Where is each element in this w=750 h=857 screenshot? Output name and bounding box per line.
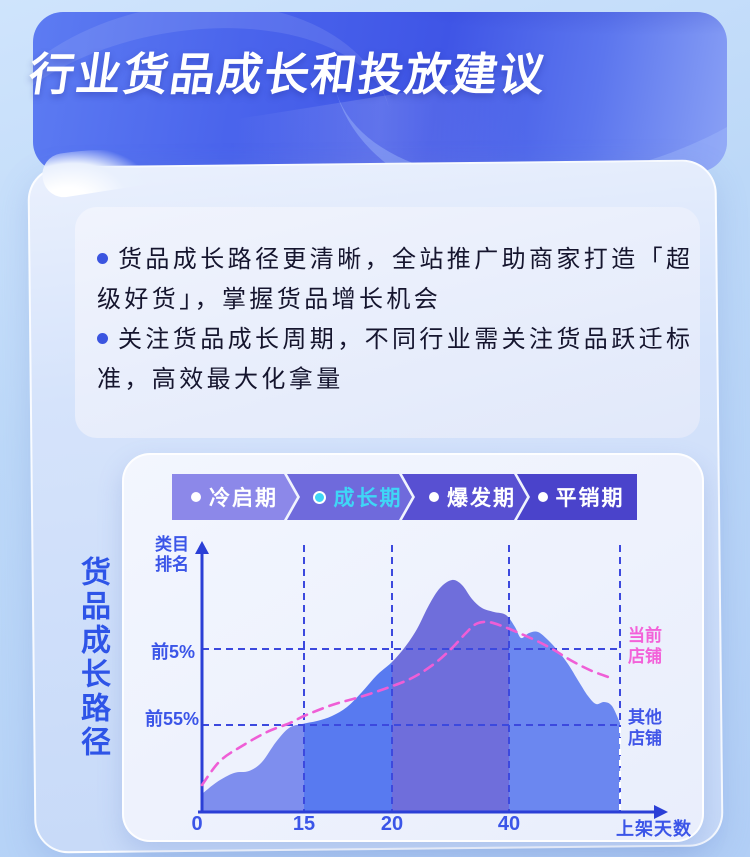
- x-tick-0: 0: [191, 813, 203, 835]
- growth-path-chart: [195, 541, 668, 819]
- x-tick-15: 15: [292, 813, 316, 835]
- x-tick-20: 20: [380, 813, 404, 835]
- legend-label: 爆发期: [447, 487, 516, 510]
- note-item: 关注货品成长周期，不同行业需关注货品跃迁标准，高效最大化拿量: [97, 320, 703, 400]
- threshold-label-top5: 前5%: [150, 642, 195, 662]
- bullet-dot-icon: [97, 253, 108, 265]
- x-tick-40: 40: [497, 813, 521, 835]
- legend-phase-burst: 爆发期: [402, 474, 527, 520]
- legend-phase-growth: 成长期: [287, 474, 412, 520]
- page-title: 行业货品成长和投放建议: [25, 49, 551, 100]
- note-text: 货品成长路径更清晰，全站推广助商家打造「超级好货」，掌握货品增长机会: [97, 246, 694, 313]
- legend-label: 成长期: [333, 487, 403, 510]
- legend-dot-icon: [312, 490, 326, 504]
- legend-label: 平销期: [555, 487, 625, 510]
- y-axis-label: 类目 排名: [155, 535, 189, 574]
- legend-dot-icon: [429, 492, 439, 502]
- header-banner: [33, 12, 727, 172]
- legend-dot-icon: [537, 492, 548, 502]
- series-label-current-shop: 当前 店铺: [628, 626, 662, 666]
- legend-phase-coldstart: 冷启期: [172, 474, 297, 520]
- section-label-vertical: 货品成长路径: [76, 556, 109, 760]
- notes-card: 货品成长路径更清晰，全站推广助商家打造「超级好货」，掌握货品增长机会 关注货品成…: [75, 207, 700, 438]
- note-text: 关注货品成长周期，不同行业需关注货品跃迁标准，高效最大化拿量: [97, 326, 694, 393]
- note-item: 货品成长路径更清晰，全站推广助商家打造「超级好货」，掌握货品增长机会: [97, 240, 703, 320]
- notes-list: 货品成长路径更清晰，全站推广助商家打造「超级好货」，掌握货品增长机会 关注货品成…: [97, 240, 703, 400]
- growth-path-chart-card: 冷启期 成长期 爆发期 平销期 类目 排名 前5% 前55% 0 15 20 4…: [122, 453, 704, 842]
- legend-phase-steady: 平销期: [517, 474, 637, 520]
- bullet-dot-icon: [97, 333, 108, 345]
- legend-label: 冷启期: [209, 487, 278, 510]
- threshold-label-top55: 前55%: [144, 709, 199, 729]
- series-label-other-shops: 其他 店铺: [628, 708, 662, 748]
- legend-dot-icon: [191, 492, 201, 502]
- x-axis-label: 上架天数: [616, 819, 692, 839]
- phase-legend-bar: 冷启期 成长期 爆发期 平销期: [172, 474, 637, 520]
